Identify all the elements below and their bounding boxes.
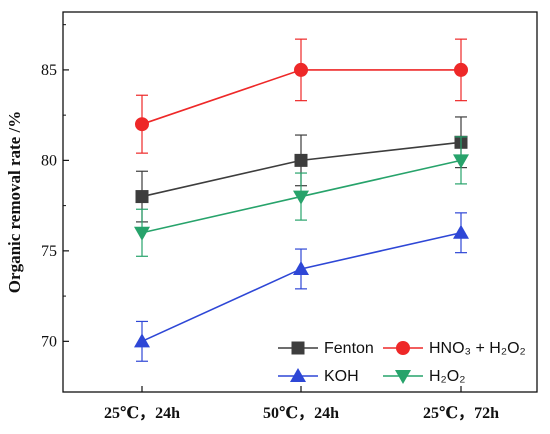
data-point xyxy=(135,117,149,132)
series-2 xyxy=(134,212,469,362)
legend-label: Fenton xyxy=(324,340,374,357)
plot-frame xyxy=(62,11,538,393)
legend-entry: HNO₃ + H₂O₂ xyxy=(383,340,526,357)
data-point xyxy=(453,154,469,169)
y-tick-label: 80 xyxy=(41,152,57,169)
x-tick-label: 50℃，24h xyxy=(263,405,339,422)
series-0 xyxy=(135,116,468,223)
legend-label: H₂O₂ xyxy=(429,368,465,385)
legend-entry: KOH xyxy=(278,368,359,385)
data-point xyxy=(294,62,308,77)
data-point xyxy=(293,190,309,205)
x-tick-label: 25℃，72h xyxy=(423,405,499,422)
legend-entry: H₂O₂ xyxy=(383,368,465,385)
data-point xyxy=(135,190,149,204)
data-point xyxy=(293,260,309,275)
legend-label: KOH xyxy=(324,368,359,385)
y-tick-label: 85 xyxy=(41,62,57,79)
x-tick-label: 25℃，24h xyxy=(104,405,180,422)
data-point xyxy=(453,224,469,239)
data-point xyxy=(134,333,150,348)
y-axis-title: Organic removal rate /% xyxy=(5,111,24,293)
legend-marker xyxy=(395,370,411,384)
data-point xyxy=(294,153,308,167)
series-3 xyxy=(134,136,469,257)
legend-entry: Fenton xyxy=(278,340,374,357)
legend-marker xyxy=(396,341,410,355)
data-point xyxy=(454,62,468,77)
series-1 xyxy=(135,38,468,154)
legend-marker xyxy=(290,368,306,382)
y-tick-label: 70 xyxy=(41,333,57,350)
y-tick-label: 75 xyxy=(41,243,57,260)
data-point xyxy=(134,226,150,241)
legend-marker xyxy=(291,341,305,355)
legend-label: HNO₃ + H₂O₂ xyxy=(429,340,526,357)
